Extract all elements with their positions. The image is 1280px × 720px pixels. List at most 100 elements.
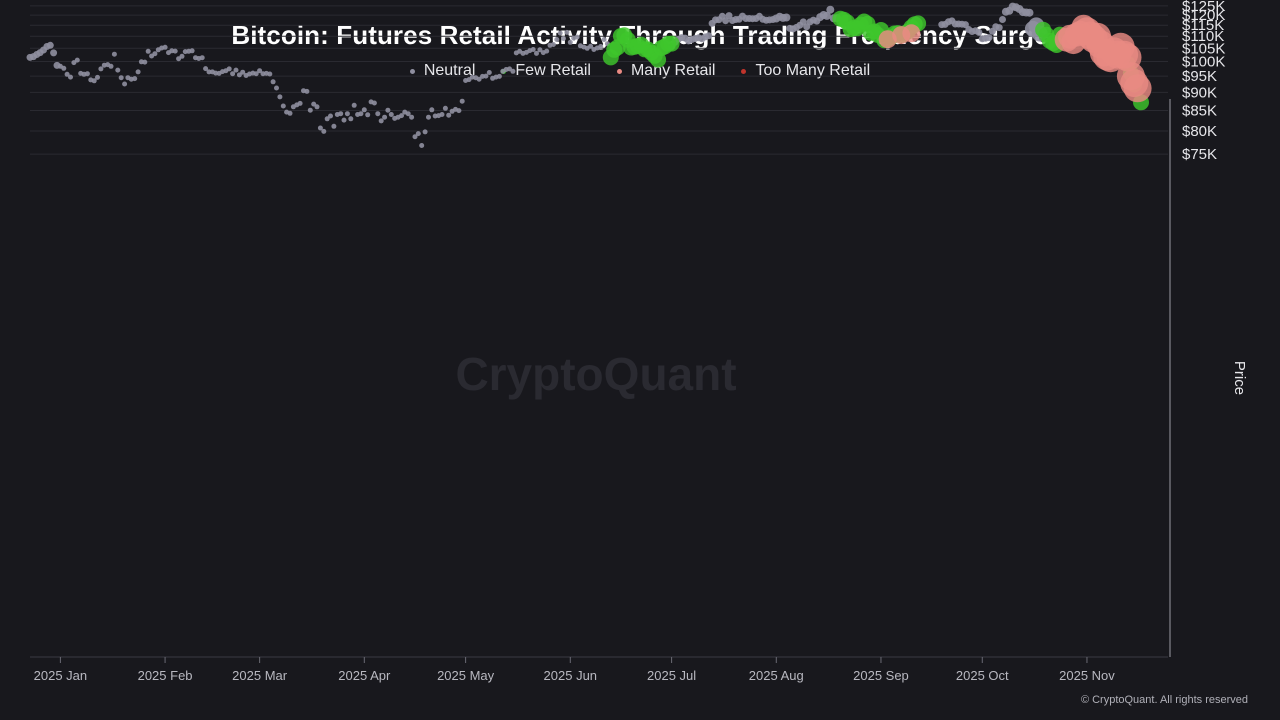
x-tick-label: 2025 Feb <box>138 668 193 683</box>
point-neutral <box>422 129 428 135</box>
point-neutral <box>419 143 425 148</box>
point-neutral <box>442 105 448 111</box>
point-neutral <box>598 44 604 49</box>
point-neutral <box>725 12 733 20</box>
x-tick-label: 2025 Apr <box>338 668 391 683</box>
y-axis-label: Price <box>1231 361 1248 395</box>
point-neutral <box>46 41 54 49</box>
point-neutral <box>601 37 607 42</box>
point-neutral <box>1025 8 1034 17</box>
point-neutral <box>826 5 835 14</box>
point-neutral <box>961 21 969 29</box>
point-neutral <box>233 67 239 73</box>
legend-label-neutral: Neutral <box>423 62 476 79</box>
x-tick-label: 2025 Nov <box>1059 668 1115 683</box>
point-neutral <box>544 48 550 54</box>
x-tick-label: 2025 Sep <box>853 668 909 683</box>
point-neutral <box>68 74 73 80</box>
point-neutral <box>705 32 713 40</box>
y-tick-label: $110K <box>1182 28 1224 45</box>
point-neutral <box>550 42 556 47</box>
point-neutral <box>456 108 462 114</box>
y-tick-label: $85K <box>1182 103 1217 120</box>
point-neutral <box>459 98 465 104</box>
point-neutral <box>277 94 283 100</box>
point-neutral <box>240 69 246 75</box>
y-tick-label: $105K <box>1182 40 1225 57</box>
y-tick-label: $120K <box>1182 7 1225 24</box>
point-neutral <box>557 30 563 36</box>
point-neutral <box>415 131 421 137</box>
point-neutral <box>297 100 303 106</box>
point-neutral <box>317 125 323 131</box>
legend-dot-too-many-retail <box>741 68 747 74</box>
point-neutral <box>172 48 178 54</box>
watermark: CryptoQuant <box>455 348 736 400</box>
point-neutral <box>348 116 354 122</box>
point-neutral <box>64 71 70 77</box>
point-many-retail <box>1123 74 1152 103</box>
point-neutral <box>426 114 431 120</box>
point-neutral <box>152 51 158 57</box>
x-tick-label: 2025 Aug <box>749 668 804 683</box>
point-neutral <box>388 112 394 117</box>
legend-item-neutral[interactable]: Neutral <box>409 62 476 80</box>
point-neutral <box>304 88 310 94</box>
point-neutral <box>108 63 114 69</box>
point-neutral <box>782 13 791 22</box>
point-neutral <box>50 49 58 57</box>
point-neutral <box>132 76 138 82</box>
copyright-credit: © CryptoQuant. All rights reserved <box>1080 694 1248 706</box>
point-neutral <box>574 34 580 40</box>
legend-dot-many-retail <box>616 68 622 74</box>
point-neutral <box>74 57 80 63</box>
point-neutral <box>122 81 128 87</box>
point-neutral <box>483 73 489 79</box>
legend-label-too-many-retail: Too Many Retail <box>755 62 871 79</box>
legend-item-many-retail[interactable]: Many Retail <box>616 62 716 80</box>
y-tick-label: $125K <box>1182 0 1225 15</box>
point-neutral <box>91 78 97 84</box>
y-tick-label: $75K <box>1182 146 1217 163</box>
point-neutral <box>267 71 273 77</box>
point-neutral <box>995 24 1003 32</box>
point-neutral <box>226 66 232 72</box>
x-tick-label: 2025 Jul <box>647 668 696 683</box>
point-neutral <box>338 111 344 117</box>
point-neutral <box>203 66 209 72</box>
point-neutral <box>365 112 371 118</box>
point-neutral <box>95 74 100 80</box>
point-neutral <box>324 116 330 122</box>
point-neutral <box>98 66 104 72</box>
point-neutral <box>361 107 367 113</box>
point-neutral <box>341 117 347 123</box>
point-neutral <box>476 76 482 82</box>
point-neutral <box>371 100 377 106</box>
point-neutral <box>142 59 148 65</box>
y-tick-label: $90K <box>1182 84 1217 101</box>
y-tick-label: $80K <box>1182 123 1217 140</box>
point-neutral <box>378 118 384 124</box>
point-neutral <box>199 55 205 61</box>
point-neutral <box>351 102 357 108</box>
legend-label-few-retail: Few Retail <box>515 62 591 79</box>
point-neutral <box>375 111 381 117</box>
point-neutral <box>385 107 391 113</box>
point-neutral <box>280 103 286 109</box>
point-neutral <box>307 107 313 113</box>
point-neutral <box>446 112 452 118</box>
point-neutral <box>534 50 539 56</box>
legend-item-too-many-retail[interactable]: Too Many Retail <box>741 62 870 80</box>
legend-dot-neutral <box>409 68 415 74</box>
legend-label-many-retail: Many Retail <box>630 62 716 79</box>
point-neutral <box>179 53 185 59</box>
point-neutral <box>822 11 831 20</box>
point-neutral <box>412 134 418 140</box>
x-tick-label: 2025 Jan <box>34 668 88 683</box>
point-neutral <box>537 47 543 53</box>
point-neutral <box>270 79 276 85</box>
point-neutral <box>530 47 536 52</box>
point-neutral <box>510 68 516 74</box>
point-neutral <box>145 48 151 54</box>
